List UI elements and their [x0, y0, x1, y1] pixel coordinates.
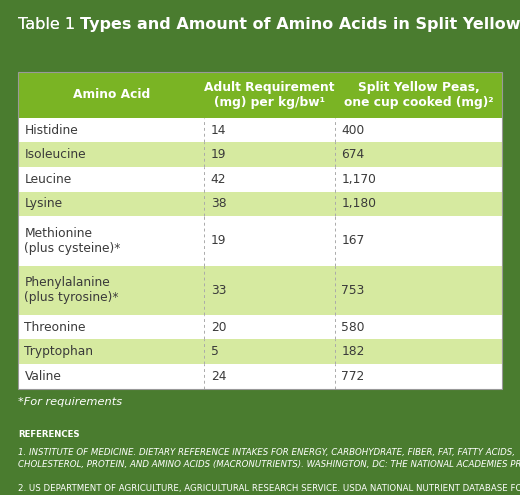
Text: Lysine: Lysine [24, 198, 62, 210]
Bar [18, 364, 502, 389]
Text: Split Yellow Peas,
one cup cooked (mg)²: Split Yellow Peas, one cup cooked (mg)² [344, 81, 493, 109]
Text: Tryptophan: Tryptophan [24, 345, 94, 358]
Bar [18, 72, 502, 389]
Text: 20: 20 [211, 321, 226, 334]
Text: *For requirements: *For requirements [18, 397, 122, 407]
Text: Histidine: Histidine [24, 124, 78, 137]
Text: 772: 772 [341, 370, 365, 383]
Text: REFERENCES: REFERENCES [18, 430, 80, 439]
Text: 2. US DEPARTMENT OF AGRICULTURE, AGRICULTURAL RESEARCH SERVICE. USDA NATIONAL NU: 2. US DEPARTMENT OF AGRICULTURE, AGRICUL… [18, 484, 520, 495]
Bar [18, 167, 502, 192]
Text: 33: 33 [211, 284, 226, 297]
Text: 1. INSTITUTE OF MEDICINE. DIETARY REFERENCE INTAKES FOR ENERGY, CARBOHYDRATE, FI: 1. INSTITUTE OF MEDICINE. DIETARY REFERE… [18, 448, 520, 469]
Text: 5: 5 [211, 345, 218, 358]
Text: 42: 42 [211, 173, 226, 186]
Bar [18, 216, 502, 265]
Text: Methionine
(plus cysteine)*: Methionine (plus cysteine)* [24, 227, 121, 255]
Text: 674: 674 [341, 148, 365, 161]
Bar [18, 340, 502, 364]
Text: 167: 167 [341, 235, 365, 248]
Text: Leucine: Leucine [24, 173, 72, 186]
Bar [18, 192, 502, 216]
Text: Table 1: Table 1 [18, 17, 81, 32]
Text: Isoleucine: Isoleucine [24, 148, 86, 161]
Text: 580: 580 [341, 321, 365, 334]
Bar [18, 143, 502, 167]
Text: Types and Amount of Amino Acids in Split Yellow Peas: Types and Amount of Amino Acids in Split… [81, 17, 520, 32]
Text: Adult Requirement
(mg) per kg/bw¹: Adult Requirement (mg) per kg/bw¹ [204, 81, 335, 109]
Text: 19: 19 [211, 148, 226, 161]
Bar [18, 265, 502, 315]
Text: 182: 182 [341, 345, 365, 358]
Bar [18, 315, 502, 340]
Text: 14: 14 [211, 124, 226, 137]
Text: Amino Acid: Amino Acid [73, 88, 150, 101]
Bar [18, 72, 502, 118]
Text: 400: 400 [341, 124, 365, 137]
Text: 753: 753 [341, 284, 365, 297]
Text: 1,170: 1,170 [341, 173, 376, 186]
Text: Valine: Valine [24, 370, 61, 383]
Text: Table 1: Table 1 [18, 17, 81, 32]
Text: Phenylalanine
(plus tyrosine)*: Phenylalanine (plus tyrosine)* [24, 276, 119, 304]
Bar [18, 118, 502, 143]
Text: 24: 24 [211, 370, 226, 383]
Text: 19: 19 [211, 235, 226, 248]
Text: 38: 38 [211, 198, 226, 210]
Text: Threonine: Threonine [24, 321, 86, 334]
Text: 1,180: 1,180 [341, 198, 376, 210]
